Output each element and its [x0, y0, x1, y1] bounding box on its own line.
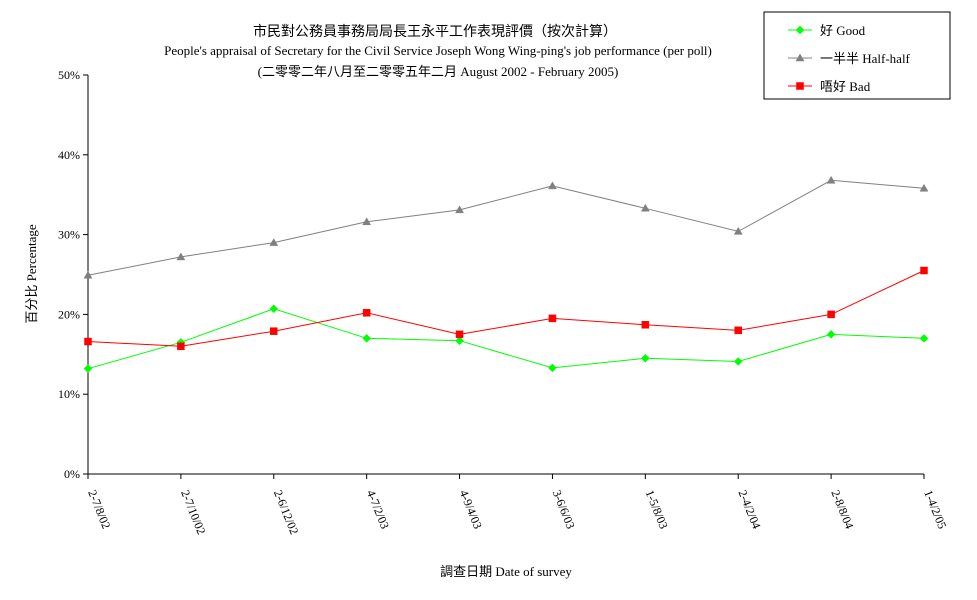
data-point	[548, 314, 557, 323]
chart-subtitle: People's appraisal of Secretary for the …	[164, 43, 712, 58]
data-point	[362, 333, 372, 343]
data-point	[362, 217, 372, 226]
series-triangle	[83, 175, 929, 279]
data-point	[827, 310, 835, 319]
y-tick-label: 40%	[58, 148, 80, 162]
x-tick-label: 3-6/6/03	[550, 488, 578, 531]
data-point	[734, 326, 742, 335]
legend-marker	[796, 82, 804, 90]
legend-label: 唔好 Bad	[820, 79, 871, 94]
axes	[87, 75, 924, 475]
data-point	[83, 364, 93, 374]
x-tick-label: 2-8/8/04	[828, 488, 856, 531]
data-point	[826, 329, 836, 339]
x-tick-label: 1-5/8/03	[643, 488, 671, 531]
data-point	[269, 238, 279, 246]
data-point	[548, 363, 557, 373]
legend-label: 好 Good	[820, 23, 866, 38]
chart-subtitle-2: (二零零二年八月至二零零五年二月 August 2002 - February …	[258, 64, 619, 79]
x-tick-label: 2-6/12/02	[271, 488, 301, 537]
x-tick-label: 4-7/2/03	[364, 488, 392, 531]
data-point	[641, 321, 650, 329]
y-tick-label: 0%	[64, 467, 80, 481]
data-point	[177, 342, 185, 351]
series-line	[87, 270, 925, 347]
legend-marker	[795, 53, 805, 62]
data-point	[640, 203, 650, 212]
data-point	[83, 270, 93, 279]
data-point	[176, 252, 186, 261]
y-tick-label: 20%	[58, 307, 80, 321]
data-point	[455, 336, 464, 346]
data-point	[919, 333, 929, 343]
legend: 好 Good 一半半 Half-half 唔好 Bad	[763, 11, 951, 100]
x-tick-label: 4-9/4/03	[457, 488, 485, 531]
data-point	[270, 327, 278, 335]
data-point	[362, 309, 371, 317]
data-point	[733, 226, 743, 235]
x-axis-label: 調查日期 Date of survey	[440, 564, 572, 579]
data-point	[640, 353, 650, 363]
series-line	[87, 179, 925, 276]
data-point	[455, 330, 464, 339]
y-tick-label: 50%	[58, 68, 80, 82]
data-point	[269, 304, 279, 314]
y-tick-label: 10%	[58, 387, 80, 401]
series-group	[83, 175, 929, 374]
data-point	[920, 266, 928, 275]
data-point	[455, 205, 464, 214]
legend-item: 一半半 Half-half	[788, 51, 911, 66]
data-point	[84, 337, 92, 346]
data-point	[826, 175, 836, 184]
legend-item: 好 Good	[788, 23, 866, 38]
x-ticks: 2-7/8/02 2-7/10/02 2-6/12/02 4-7/2/03 4-9/4/…	[85, 474, 949, 536]
y-ticks: 0% 10% 20% 30% 40% 50%	[58, 68, 88, 481]
y-tick-label: 30%	[58, 228, 80, 242]
chart-title: 市民對公務員事務局局長王永平工作表現評價（按次計算）	[253, 23, 617, 40]
data-point	[548, 181, 557, 190]
x-tick-label: 1-4/2/05	[921, 488, 949, 531]
series-square	[84, 266, 928, 351]
x-tick-label: 2-7/8/02	[85, 488, 113, 531]
legend-item: 唔好 Bad	[788, 79, 871, 94]
legend-box	[763, 11, 951, 100]
legend-marker	[795, 25, 805, 35]
x-tick-label: 2-4/2/04	[735, 488, 763, 531]
series-diamond	[83, 304, 929, 374]
series-line	[87, 308, 925, 370]
x-tick-label: 2-7/10/02	[178, 488, 208, 537]
data-point	[733, 357, 743, 366]
data-point	[919, 183, 929, 192]
y-axis-label: 百分比 Percentage	[24, 224, 39, 324]
legend-label: 一半半 Half-half	[820, 51, 911, 66]
